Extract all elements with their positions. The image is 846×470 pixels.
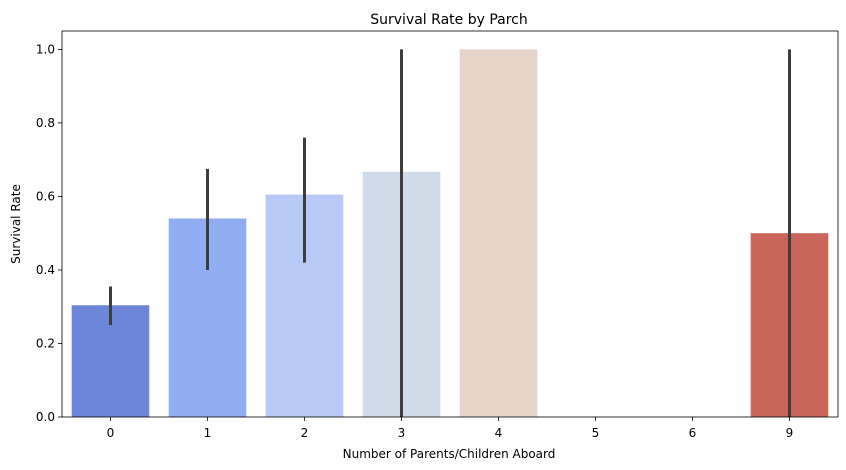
bars-layer: [71, 49, 829, 417]
x-tick-label-4: 4: [495, 426, 503, 440]
x-tick-label-0: 0: [107, 426, 115, 440]
y-axis: 0.0 0.2 0.4 0.6 0.8 1.0: [36, 42, 62, 424]
bar-4: [459, 49, 538, 417]
chart-title: Survival Rate by Parch: [370, 12, 527, 28]
x-axis: 0 1 2 3 4 5 6 9: [107, 417, 794, 440]
x-tick-label-5: 5: [592, 426, 600, 440]
y-tick-label-0: 0.0: [36, 410, 55, 424]
y-tick-label-5: 1.0: [36, 42, 55, 56]
x-tick-label-1: 1: [204, 426, 212, 440]
x-tick-label-9: 9: [786, 426, 794, 440]
y-tick-label-4: 0.8: [36, 116, 55, 130]
y-tick-label-2: 0.4: [36, 263, 55, 277]
y-tick-label-1: 0.2: [36, 336, 55, 350]
x-tick-label-3: 3: [398, 426, 406, 440]
x-tick-label-6: 6: [689, 426, 697, 440]
y-tick-label-3: 0.6: [36, 189, 55, 203]
error-bars-layer: [109, 49, 791, 417]
x-tick-label-2: 2: [301, 426, 309, 440]
plot-frame: [61, 30, 839, 418]
y-axis-label: Survival Rate: [9, 184, 23, 264]
x-axis-label: Number of Parents/Children Aboard: [343, 447, 556, 461]
